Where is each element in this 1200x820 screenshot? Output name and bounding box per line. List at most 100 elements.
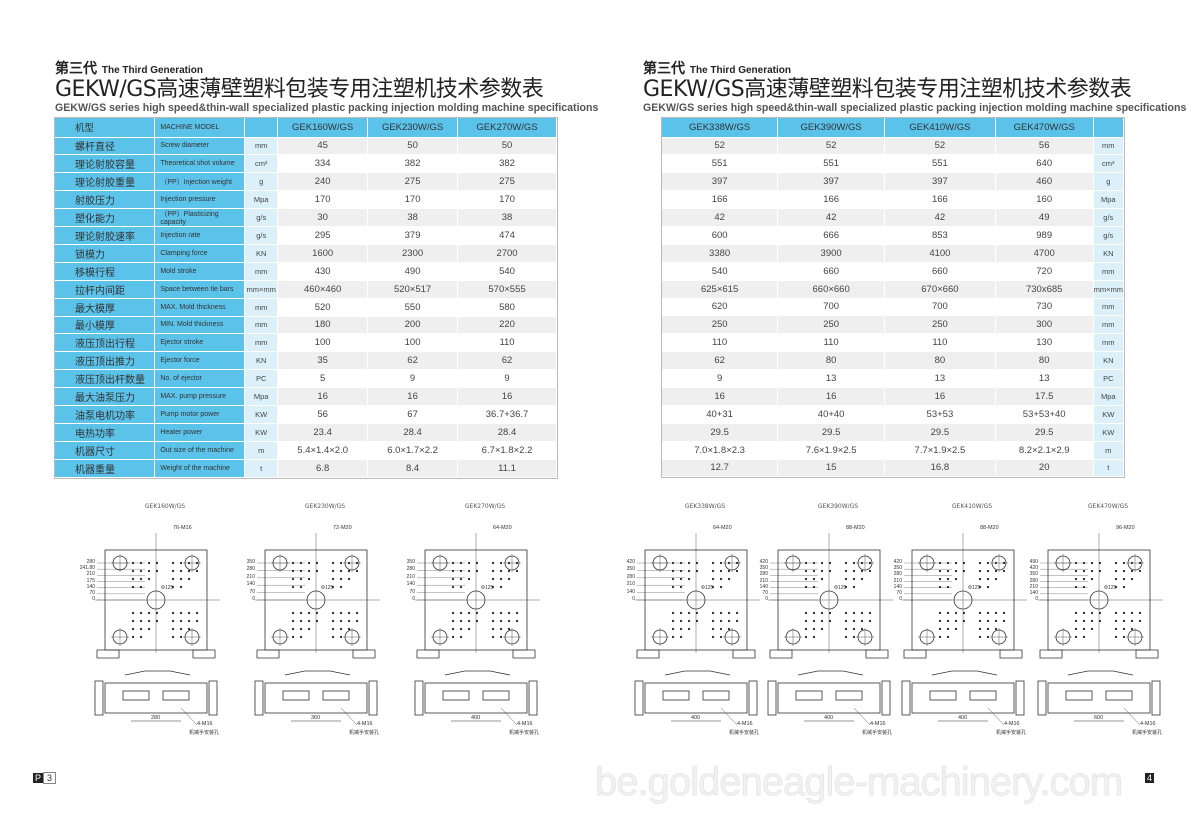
mounting-hole: [339, 627, 343, 631]
unit-cell: cm³: [244, 154, 279, 174]
value-cell: 67: [367, 405, 459, 424]
mounting-hole: [719, 561, 723, 565]
mounting-hole: [687, 627, 691, 631]
tie-bar-cross: [856, 628, 874, 646]
value-cell: 28.4: [457, 423, 557, 442]
mounting-hole: [179, 619, 183, 623]
mounting-hole: [860, 619, 864, 623]
mounting-hole: [954, 577, 958, 581]
value-cell: 5: [277, 369, 369, 389]
mounting-hole: [852, 619, 856, 623]
mounting-hole: [687, 561, 691, 565]
value-cell: 382: [367, 154, 459, 174]
tie-bar-cross: [990, 628, 1008, 646]
platen-diagram: [1037, 533, 1163, 726]
value-cell: 520×517: [367, 280, 459, 299]
tie-bar-cross: [1054, 628, 1072, 646]
mounting-hole: [978, 585, 982, 589]
param-name-en: Injection rate: [154, 226, 246, 245]
value-cell: 666: [777, 226, 886, 245]
drawing-title: GEK390W/GS: [817, 503, 859, 510]
nozzle-hole: [306, 590, 326, 610]
hole-spec-label: 76-M16: [173, 525, 192, 531]
spacing-label: 400: [824, 715, 834, 721]
mounting-hole: [860, 611, 864, 615]
unit-cell: mm: [1093, 315, 1125, 335]
mounting-hole: [307, 611, 311, 615]
mounting-hole: [844, 611, 848, 615]
mounting-hole: [1122, 611, 1126, 615]
value-cell: 42: [662, 208, 779, 227]
table-row: 液压顶出行程 Ejector stroke mm 100 100 110: [55, 333, 557, 353]
mounting-hole: [852, 627, 856, 631]
mounting-hole: [679, 569, 683, 573]
leader-line: [720, 707, 738, 726]
value-cell: 35: [277, 351, 369, 371]
robot-slot: [702, 690, 730, 701]
mounting-hole: [938, 569, 942, 573]
nozzle-diameter-label: Φ125: [161, 585, 174, 591]
mounting-hole: [820, 577, 824, 581]
mounting-hole: [962, 561, 966, 565]
robot-slot: [122, 690, 150, 701]
param-name-zh: 机器尺寸: [55, 441, 156, 460]
value-cell: 29.5: [662, 423, 779, 442]
table-row: 540 660 660 720 mm: [662, 262, 1125, 281]
mounting-hole: [339, 577, 343, 581]
dimension-tick-label: 70: [89, 589, 95, 596]
drawing-title: GEK470W/GS: [1087, 503, 1129, 510]
mounting-hole: [946, 627, 950, 631]
mounting-hole: [804, 619, 808, 623]
mounting-hole: [331, 619, 335, 623]
mounting-hole: [695, 561, 699, 565]
mounting-hole: [727, 569, 731, 573]
mounting-hole: [1082, 611, 1086, 615]
page-number: 4: [1145, 773, 1155, 783]
mounting-hole: [291, 635, 295, 639]
value-cell: 30: [277, 208, 369, 228]
dimension-tick-label: 280: [626, 573, 635, 580]
mounting-hole: [1114, 577, 1118, 581]
mounting-hole: [515, 619, 519, 623]
dimension-tick-label: 210: [1029, 583, 1038, 590]
hole-spec-label: 88-M20: [846, 525, 865, 531]
mounting-hole: [727, 577, 731, 581]
mounting-hole: [331, 635, 335, 639]
mounting-hole: [954, 569, 958, 573]
robot-mount-label: 机械手安装孔: [509, 730, 540, 736]
mounting-hole: [491, 585, 495, 589]
mounting-hole: [1090, 619, 1094, 623]
value-cell: 6.7×1.8×2.2: [457, 441, 557, 460]
param-name-en: Clamping force: [154, 244, 246, 263]
mounting-hole: [467, 569, 471, 573]
hole-spec-label: 64-M20: [713, 525, 732, 531]
unit-cell: PC: [1093, 369, 1125, 388]
mounting-hole: [844, 577, 848, 581]
robot-slot: [969, 690, 997, 701]
mounting-hole: [451, 611, 455, 615]
mounting-hole: [1114, 627, 1118, 631]
mounting-hole: [179, 569, 183, 573]
side-view-flange: [1037, 680, 1047, 716]
dimension-tick-label: 0: [632, 596, 635, 602]
mounting-hole: [820, 611, 824, 615]
mounting-hole: [1130, 627, 1134, 631]
dimension-tick-label: 280: [406, 566, 415, 573]
tie-bar-cross: [918, 628, 936, 646]
dimension-tick-label: 210: [893, 577, 902, 584]
mounting-hole: [1090, 611, 1094, 615]
value-cell: 660×660: [777, 280, 886, 299]
mounting-hole: [986, 619, 990, 623]
mounting-hole: [1074, 619, 1078, 623]
value-cell: 720: [995, 262, 1094, 281]
nozzle-hole: [686, 590, 706, 610]
unit-cell: KW: [244, 423, 279, 442]
robot-hole-spec-label: 4-M16: [1140, 721, 1156, 727]
value-cell: 5.4×1.4×2.0: [277, 441, 369, 460]
value-cell: 15: [777, 459, 886, 478]
mounting-hole: [499, 585, 503, 589]
mounting-hole: [459, 585, 463, 589]
value-cell: 275: [457, 172, 557, 192]
value-cell: 3380: [662, 244, 779, 263]
mounting-hole: [339, 611, 343, 615]
